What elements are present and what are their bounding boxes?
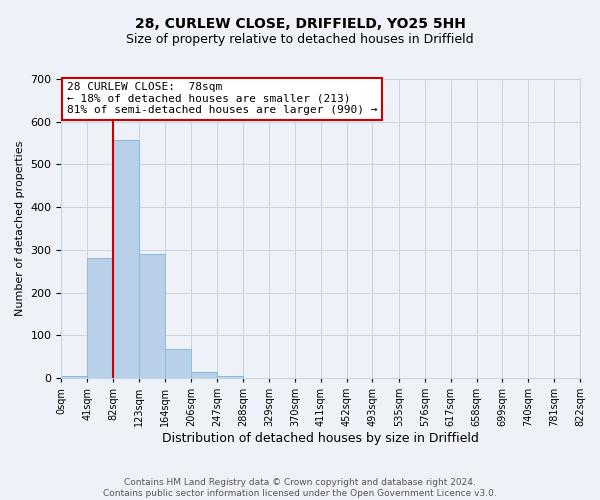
Bar [217,376,243,378]
Bar [165,349,191,378]
Bar [139,254,165,378]
Bar [191,372,217,378]
Text: Contains HM Land Registry data © Crown copyright and database right 2024.
Contai: Contains HM Land Registry data © Crown c… [103,478,497,498]
X-axis label: Distribution of detached houses by size in Driffield: Distribution of detached houses by size … [162,432,479,445]
Bar [87,258,113,378]
Text: 28, CURLEW CLOSE, DRIFFIELD, YO25 5HH: 28, CURLEW CLOSE, DRIFFIELD, YO25 5HH [134,18,466,32]
Bar [113,140,139,378]
Text: Size of property relative to detached houses in Driffield: Size of property relative to detached ho… [126,32,474,46]
Bar [61,376,87,378]
Text: 28 CURLEW CLOSE:  78sqm
← 18% of detached houses are smaller (213)
81% of semi-d: 28 CURLEW CLOSE: 78sqm ← 18% of detached… [67,82,377,115]
Y-axis label: Number of detached properties: Number of detached properties [15,141,25,316]
